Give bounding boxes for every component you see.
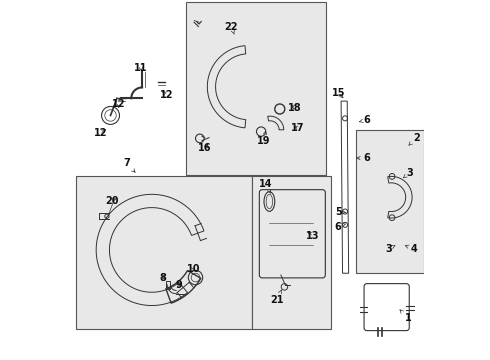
Bar (356, 130, 424, 273)
Bar (186, 3, 326, 175)
Text: 6: 6 (359, 115, 370, 125)
Text: 22: 22 (224, 22, 238, 34)
Text: 6: 6 (334, 222, 345, 231)
Text: 12: 12 (112, 99, 125, 109)
Text: 12: 12 (160, 90, 173, 100)
Text: 12: 12 (94, 129, 108, 138)
Text: 11: 11 (134, 63, 148, 73)
Text: 8: 8 (160, 273, 167, 283)
Text: 15: 15 (332, 88, 346, 98)
Text: 3: 3 (385, 244, 395, 254)
Text: 19: 19 (257, 131, 270, 145)
Text: 2: 2 (409, 133, 420, 145)
Text: 18: 18 (289, 103, 302, 113)
Text: 16: 16 (198, 143, 212, 153)
Text: 4: 4 (405, 244, 417, 254)
Text: 13: 13 (306, 231, 319, 240)
Text: 5: 5 (335, 207, 346, 217)
Text: 14: 14 (259, 179, 272, 193)
Text: 6: 6 (357, 153, 370, 163)
Text: 17: 17 (292, 123, 305, 133)
Text: 9: 9 (175, 280, 182, 290)
Text: 7: 7 (123, 158, 135, 172)
Bar (76, 176, 252, 329)
Text: 1: 1 (400, 310, 412, 323)
Text: 21: 21 (270, 290, 284, 305)
Bar (252, 176, 331, 329)
Text: 20: 20 (105, 196, 119, 206)
Bar (166, 281, 170, 289)
Text: 3: 3 (403, 168, 414, 178)
Text: 10: 10 (187, 264, 201, 274)
